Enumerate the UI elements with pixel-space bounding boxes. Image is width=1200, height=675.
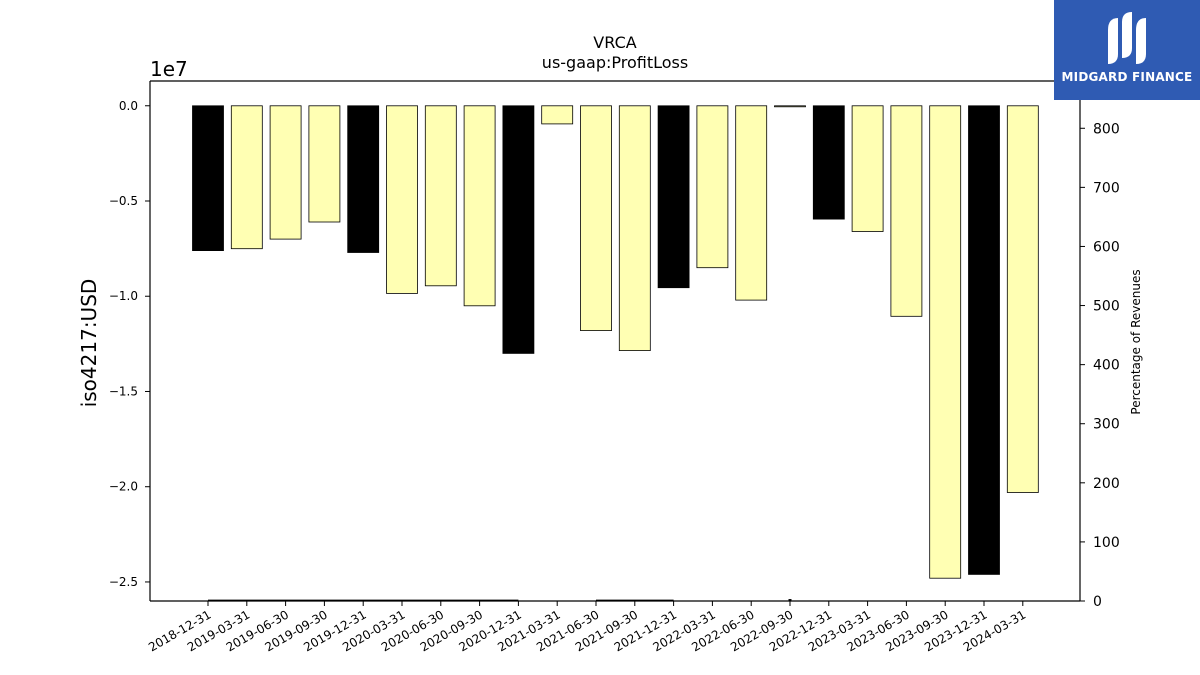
bar [541,105,574,125]
y2-tick-label: 800 [1093,121,1120,137]
y2-tick-label: 500 [1093,299,1120,315]
bar [1006,105,1039,493]
bar [774,105,806,108]
y2-tick-label: 400 [1093,358,1120,374]
bar [580,105,612,332]
bar [851,105,884,232]
bar [657,105,690,289]
y-tick-label: −2.5 [109,575,138,589]
bar [230,105,263,250]
bar [424,105,457,287]
y2-tick-label: 200 [1093,476,1120,492]
bar [463,105,496,307]
y2-tick-label: 0 [1093,594,1102,610]
y-tick-label: −1.0 [109,289,138,303]
bar [968,105,1000,575]
logo-icon [1108,12,1146,64]
bar [696,105,729,269]
chart-subtitle: us-gaap:ProfitLoss [542,53,688,72]
y2-tick-label: 300 [1093,417,1120,433]
y2-tick-label: 700 [1093,180,1120,196]
y2-tick-label: 600 [1093,239,1120,255]
y-tick-label: −0.5 [109,194,138,208]
bar [929,105,962,579]
bar [502,105,535,354]
y2-axis-label: Percentage of Revenues [1129,269,1143,414]
y-axis-label: iso4217:USD [77,279,101,408]
bar [618,105,651,352]
y2-tick-label: 100 [1093,535,1120,551]
bar [735,105,768,301]
bar [386,105,418,294]
chart-title: VRCA [593,33,636,52]
y-tick-label: −2.0 [109,480,138,494]
bar [347,105,380,253]
y-tick-label: 0.0 [119,99,138,113]
plot-area: 0.0 −0.5 −1.0 −1.5 −2.0 −2.5 0 100 200 300 400 500 6… [109,80,1120,654]
y-offset-label: 1e7 [150,57,188,81]
bar [192,105,224,252]
y-tick-label: −1.5 [109,384,138,398]
bar [890,105,923,317]
bar [812,105,845,220]
bar [269,105,302,240]
logo-text: MIDGARD FINANCE [1061,70,1193,84]
brand-logo: MIDGARD FINANCE [1054,0,1200,100]
bar [308,105,341,223]
